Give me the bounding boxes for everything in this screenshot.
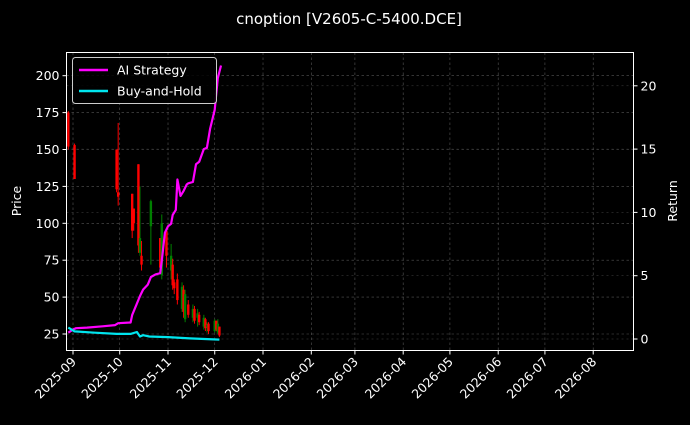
line-ai-strategy	[67, 65, 223, 334]
candle	[182, 289, 185, 312]
candle	[216, 323, 220, 333]
candle	[140, 255, 143, 265]
x-tick-label: 2025-09	[32, 354, 80, 402]
y-left-tick-label: 175	[36, 105, 60, 120]
axes-frame	[66, 52, 634, 351]
x-tick-label: 2025-10	[78, 354, 126, 402]
y-right-tick-label: 15	[641, 142, 657, 157]
x-axis: 2025-09 2025-10 2025-11 2025-12 2026-01 2026-…	[32, 350, 600, 402]
x-tick-label: 2025-12	[173, 354, 221, 402]
x-tick-label: 2026-06	[457, 354, 505, 402]
candle	[202, 317, 206, 327]
return-lines	[67, 65, 223, 341]
y-axis-right-label: Return	[665, 180, 680, 221]
y-axis-right: 0 5 10 15 20	[633, 78, 657, 347]
y-left-tick-label: 200	[36, 68, 60, 83]
candle	[137, 164, 140, 246]
x-tick-label: 2026-02	[270, 354, 318, 402]
candle	[205, 325, 209, 327]
y-right-tick-label: 5	[641, 268, 649, 283]
candle	[180, 286, 184, 309]
candle	[218, 326, 221, 336]
candle	[213, 320, 216, 332]
candle	[67, 112, 70, 147]
candle	[160, 223, 163, 275]
candle	[138, 238, 142, 253]
x-tick-label: 2026-04	[362, 354, 410, 402]
y-left-tick-label: 25	[44, 327, 60, 342]
y-left-tick-label: 50	[44, 290, 60, 305]
candle	[171, 264, 174, 286]
candle	[193, 308, 196, 321]
candlestick-series	[67, 111, 221, 337]
candle	[169, 255, 173, 271]
grid-lines	[66, 52, 634, 351]
x-tick-label: 2026-05	[408, 354, 456, 402]
x-tick-label: 2026-07	[504, 354, 552, 402]
legend-box	[72, 57, 217, 104]
y-right-tick-label: 20	[641, 78, 657, 93]
y-left-tick-label: 100	[36, 216, 60, 231]
candle	[132, 208, 135, 224]
candle	[204, 319, 207, 329]
y-left-tick-label: 75	[44, 253, 60, 268]
y-right-tick-label: 10	[641, 205, 657, 220]
candle	[187, 304, 190, 315]
candle	[116, 192, 120, 197]
y-right-tick-label: 0	[641, 332, 649, 347]
candle	[197, 314, 201, 323]
x-tick-label: 2026-03	[313, 354, 361, 402]
x-tick-label: 2026-01	[222, 354, 270, 402]
candle	[130, 193, 134, 231]
candle	[165, 230, 168, 256]
y-left-tick-label: 125	[36, 179, 60, 194]
y-axis-left: 25 50 75 100 125 150 175 200	[36, 68, 67, 342]
candle	[215, 320, 218, 330]
candle	[183, 294, 187, 320]
line-buy-and-hold	[67, 326, 220, 341]
legend-label-ai-strategy: AI Strategy	[117, 63, 187, 78]
candle	[207, 323, 210, 332]
candle	[196, 313, 199, 318]
x-tick-label: 2025-11	[127, 354, 175, 402]
candle	[159, 238, 162, 268]
legend-label-buy-and-hold: Buy-and-Hold	[117, 84, 202, 99]
chart-title: cnoption [V2605-C-5400.DCE]	[236, 10, 462, 28]
x-tick-label: 2026-08	[552, 354, 600, 402]
candle	[176, 279, 179, 301]
candle	[149, 201, 153, 227]
y-axis-left-label: Price	[9, 185, 24, 216]
candle	[115, 149, 118, 190]
y-left-tick-label: 150	[36, 142, 60, 157]
candle	[191, 308, 195, 318]
candle	[73, 145, 76, 180]
legend: AI Strategy Buy-and-Hold	[72, 57, 217, 104]
candle	[173, 282, 176, 289]
